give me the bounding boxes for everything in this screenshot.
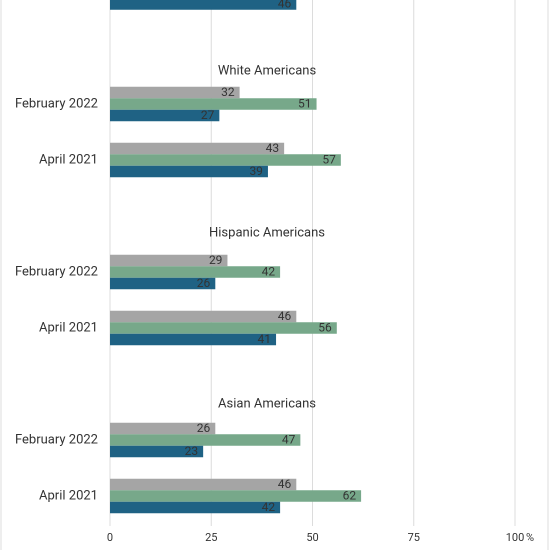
- value-label: 42: [262, 500, 276, 514]
- bar: [110, 98, 317, 110]
- value-label: 26: [197, 276, 211, 290]
- value-label: 23: [185, 444, 199, 458]
- x-tick-label: 100: [506, 531, 525, 544]
- bar: [110, 501, 281, 514]
- value-label: 62: [343, 489, 357, 503]
- bar: [110, 142, 285, 155]
- bar: [110, 0, 297, 10]
- value-label: 32: [221, 85, 235, 99]
- panel-title: Asian Americans: [218, 396, 316, 411]
- value-label: 51: [298, 97, 312, 111]
- panel-title: White Americans: [218, 63, 317, 78]
- value-label: 27: [201, 108, 215, 122]
- bar: [110, 333, 277, 346]
- value-label: 41: [258, 332, 272, 346]
- value-label: 47: [282, 433, 296, 447]
- bar: [110, 478, 297, 491]
- bar: [110, 434, 301, 446]
- bar: [110, 109, 220, 122]
- category-label: February 2022: [15, 96, 98, 111]
- x-unit: %: [526, 531, 534, 544]
- x-tick-label: 0: [107, 531, 113, 544]
- bar: [110, 422, 216, 435]
- bar: [110, 277, 216, 290]
- value-label: 46: [278, 309, 292, 323]
- value-label: 56: [318, 321, 332, 335]
- bar: [110, 322, 337, 334]
- panel-title: Hispanic Americans: [209, 225, 325, 240]
- category-label: April 2021: [39, 152, 98, 167]
- x-tick-label: 75: [408, 531, 420, 544]
- value-label: 39: [249, 164, 263, 178]
- category-label: February 2022: [15, 264, 98, 279]
- x-tick-label: 25: [205, 531, 217, 544]
- value-label: 42: [262, 265, 276, 279]
- value-label: 26: [197, 421, 211, 435]
- bar: [110, 266, 281, 278]
- bar: [110, 445, 204, 458]
- category-label: April 2021: [39, 488, 98, 503]
- value-label: 57: [322, 153, 336, 167]
- value-label: 43: [266, 141, 280, 155]
- bar: [110, 154, 341, 166]
- value-label: 46: [278, 477, 292, 491]
- category-label: February 2022: [15, 432, 98, 447]
- bar: [110, 165, 268, 178]
- x-tick-label: 50: [306, 531, 318, 544]
- category-label: April 2021: [39, 320, 98, 335]
- value-label: 29: [209, 253, 223, 267]
- value-label: 46: [278, 0, 292, 11]
- bar: [110, 254, 228, 267]
- bar: [110, 86, 240, 99]
- bar: [110, 490, 362, 502]
- bar: [110, 310, 297, 323]
